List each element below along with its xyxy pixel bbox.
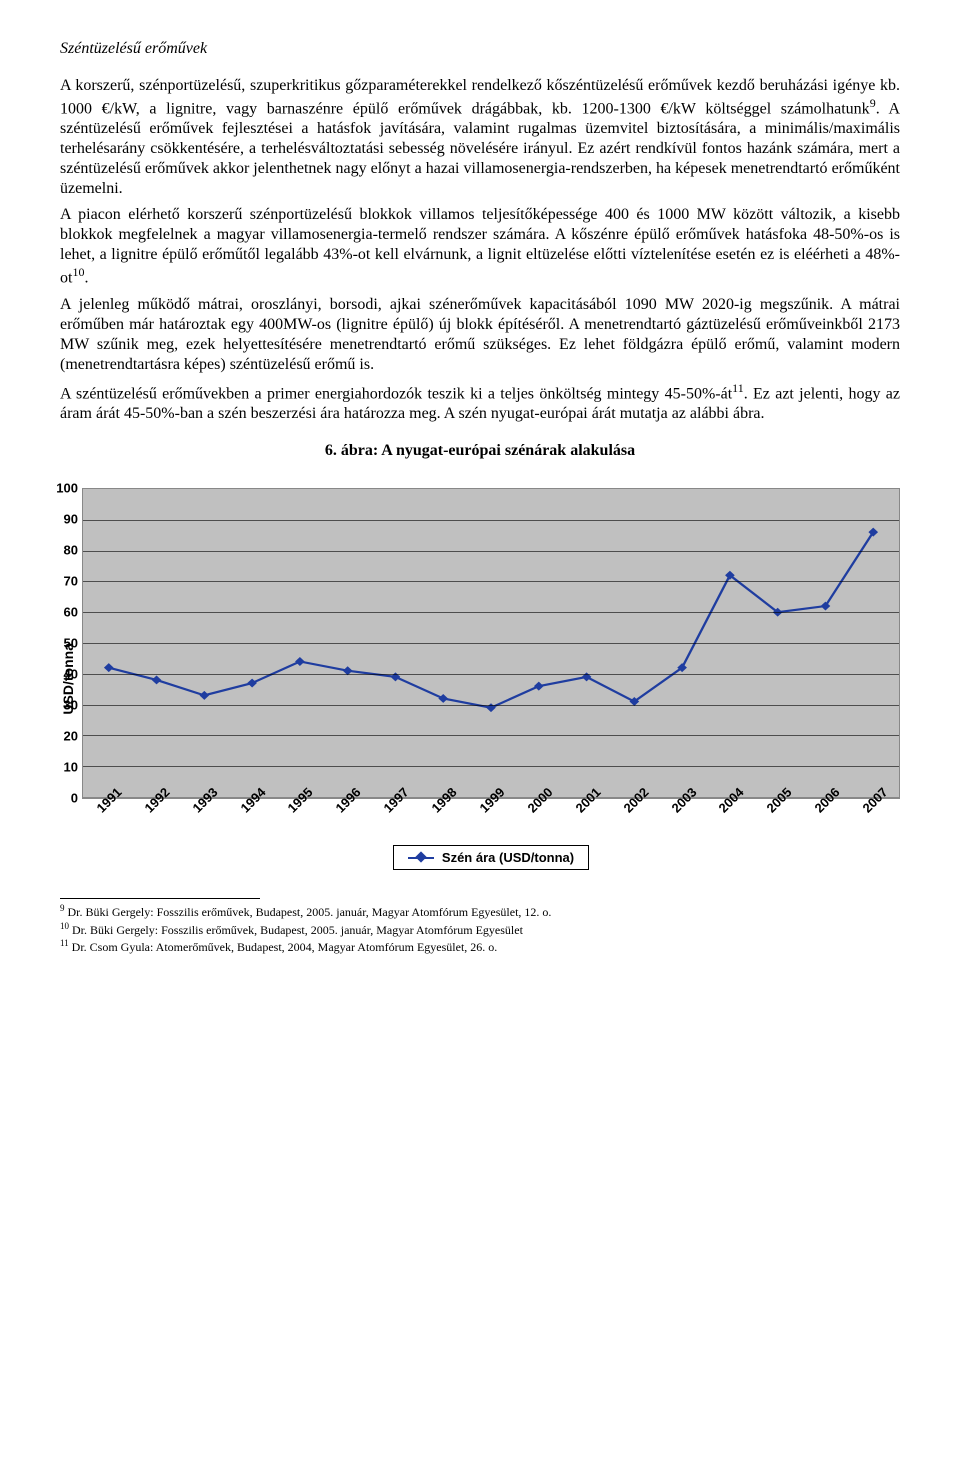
para4-lead: A széntüzelésű erőművekben a primer ener… (60, 385, 732, 402)
plot-border (82, 488, 900, 798)
footnote-ref-11: 11 (732, 381, 744, 395)
y-ticks: 0102030405060708090100 (44, 488, 78, 798)
para1-lead: A korszerű, szénportüzelésű, szuperkriti… (60, 77, 900, 117)
fn9-text: Dr. Büki Gergely: Fosszilis erőművek, Bu… (68, 905, 552, 919)
fn10-num: 10 (60, 921, 69, 931)
y-tick-label: 0 (44, 790, 78, 805)
gridline (83, 735, 899, 736)
chart-title: 6. ábra: A nyugat-európai szénárak alaku… (60, 442, 900, 460)
y-tick-label: 40 (44, 666, 78, 681)
y-tick-label: 10 (44, 759, 78, 774)
gridline (83, 612, 899, 613)
footnote-separator (60, 898, 260, 899)
gridline (83, 705, 899, 706)
y-tick-label: 100 (44, 480, 78, 495)
section-title: Széntüzelésű erőművek (60, 40, 900, 58)
legend-marker-icon (408, 850, 434, 864)
plot-area: 0102030405060708090100 (82, 488, 900, 799)
para2-tail: . (84, 270, 88, 287)
legend-label: Szén ára (USD/tonna) (442, 850, 574, 865)
y-tick-label: 50 (44, 635, 78, 650)
y-tick-label: 20 (44, 728, 78, 743)
gridline (83, 520, 899, 521)
gridline (83, 674, 899, 675)
para2-lead: A piacon elérhető korszerű szénportüzelé… (60, 206, 900, 286)
y-tick-label: 90 (44, 511, 78, 526)
footnote-11: 11 Dr. Csom Gyula: Atomerőművek, Budapes… (60, 938, 900, 956)
gridline (83, 643, 899, 644)
coal-price-chart: USD/tonna 0102030405060708090100 1991199… (60, 488, 900, 870)
paragraph-3: A jelenleg működő mátrai, oroszlányi, bo… (60, 295, 900, 375)
y-tick-label: 30 (44, 697, 78, 712)
gridline (83, 581, 899, 582)
footnote-ref-10: 10 (72, 265, 84, 279)
x-ticks: 1991199219931994199519961997199819992000… (82, 799, 900, 841)
legend-box: Szén ára (USD/tonna) (393, 845, 589, 870)
fn10-text: Dr. Büki Gergely: Fosszilis erőművek, Bu… (72, 923, 523, 937)
paragraph-4: A széntüzelésű erőművekben a primer ener… (60, 381, 900, 424)
fn9-num: 9 (60, 903, 65, 913)
y-tick-label: 70 (44, 573, 78, 588)
y-tick-label: 60 (44, 604, 78, 619)
y-tick-label: 80 (44, 542, 78, 557)
footnote-10: 10 Dr. Büki Gergely: Fosszilis erőművek,… (60, 921, 900, 939)
footnote-9: 9 Dr. Büki Gergely: Fosszilis erőművek, … (60, 903, 900, 921)
gridline (83, 766, 899, 767)
fn11-num: 11 (60, 938, 69, 948)
paragraph-1: A korszerű, szénportüzelésű, szuperkriti… (60, 76, 900, 199)
gridline (83, 551, 899, 552)
chart-legend: Szén ára (USD/tonna) (82, 845, 900, 870)
paragraph-2: A piacon elérhető korszerű szénportüzelé… (60, 205, 900, 288)
fn11-text: Dr. Csom Gyula: Atomerőművek, Budapest, … (72, 940, 498, 954)
